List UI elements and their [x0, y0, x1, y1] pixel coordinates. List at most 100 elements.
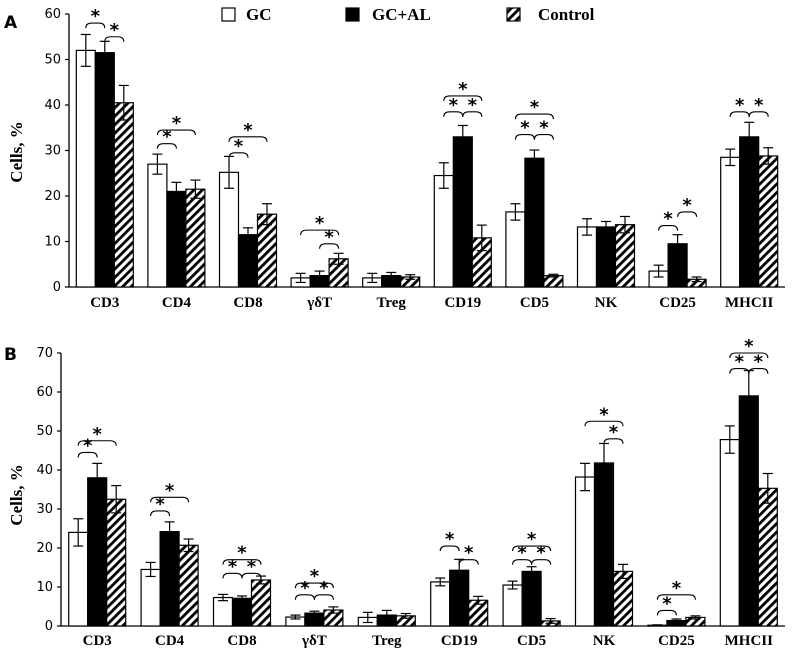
significance-star: *	[155, 494, 165, 515]
error-bar-control-cd8	[262, 203, 272, 226]
significance-star: *	[324, 227, 334, 248]
bar-gc-nk	[576, 226, 598, 288]
error-bar-control-mhcii	[763, 147, 774, 165]
error-bar-control-cd25	[690, 615, 701, 620]
significance-star: *	[83, 435, 93, 456]
significance-line	[443, 111, 464, 117]
y-tick-label: 60	[44, 7, 61, 22]
panel-label-a: A	[4, 13, 18, 33]
significance-line	[531, 559, 552, 565]
error-bar-gc-cd8	[218, 593, 228, 602]
significance-star: *	[599, 404, 609, 425]
category-label-cd3: CD3	[83, 633, 112, 649]
error-bar-control-gdt	[333, 252, 344, 265]
significance-star: *	[662, 593, 672, 614]
error-bar-control-mhcii	[762, 472, 773, 504]
y-tick-label: 30	[44, 144, 61, 159]
bar-control-nk	[612, 570, 634, 627]
significance-bracket: *	[512, 529, 552, 552]
significance-line	[514, 134, 535, 140]
legend-item-gc: GC	[221, 5, 272, 24]
bar-gc-al-mhcii	[739, 136, 760, 288]
significance-bracket: *	[443, 95, 464, 117]
error-bar-gc-al-cd25	[671, 618, 682, 623]
y-tick-label: 50	[36, 424, 53, 439]
significance-line	[77, 440, 117, 446]
significance-star: *	[315, 213, 325, 234]
significance-star: *	[663, 209, 673, 230]
legend-label-gc-al: GC+AL	[372, 5, 431, 24]
error-bar-control-cd4	[190, 179, 201, 199]
error-bar-gc-al-gdt	[309, 610, 320, 616]
significance-line	[241, 572, 262, 579]
bar-gc-al-cd3	[87, 477, 108, 627]
bar-control-nk	[614, 224, 636, 288]
significance-bracket: *	[462, 95, 483, 117]
legend-swatch-control	[506, 7, 521, 22]
significance-star: *	[110, 20, 120, 41]
bar-gc-al-cd4	[166, 190, 187, 288]
significance-bracket: *	[748, 352, 769, 374]
error-bar-gc-al-nk	[601, 220, 611, 233]
significance-line	[222, 572, 243, 579]
y-tick-label: 20	[36, 541, 53, 556]
bar-control-cd8	[250, 579, 272, 627]
category-labels-b: CD3 CD4 CD8 γδT Treg CD19 CD5 NK CD25 MHCII	[83, 633, 774, 649]
y-tick-label: 10	[44, 235, 61, 250]
error-bar-gc-al-cd4	[164, 521, 175, 542]
category-label-mhcii: MHCII	[725, 295, 773, 311]
error-bar-gc-cd19	[435, 577, 446, 587]
significance-line	[748, 368, 769, 374]
significance-line	[729, 111, 750, 117]
significance-star: *	[609, 422, 619, 443]
significance-star: *	[735, 95, 745, 116]
error-bar-control-cd5	[548, 273, 559, 278]
significance-line	[150, 496, 190, 503]
error-bar-gc-mhcii	[725, 148, 736, 167]
bar-control-mhcii	[758, 155, 779, 288]
bar-gc-al-cd3	[94, 52, 115, 288]
category-label-cd5: CD5	[520, 295, 549, 311]
significance-line	[512, 545, 552, 552]
error-bar-gc-cd5	[510, 203, 521, 221]
significance-star: *	[300, 578, 310, 599]
category-label-cd8: CD8	[227, 633, 256, 649]
significance-bracket: *	[729, 95, 750, 117]
error-bar-gc-cd19	[438, 162, 449, 189]
error-bar-gc-treg	[367, 272, 378, 284]
category-label-cd19: CD19	[441, 633, 478, 649]
error-bar-control-treg	[400, 612, 411, 619]
significance-line	[313, 594, 334, 600]
significance-bracket: *	[748, 95, 769, 117]
significance-line	[228, 136, 268, 142]
significance-star: *	[247, 556, 257, 577]
error-bar-gc-al-mhcii	[744, 121, 755, 153]
error-bar-gc-mhcii	[724, 425, 735, 454]
y-tick-label: 70	[36, 346, 53, 361]
significance-star: *	[172, 113, 182, 134]
category-label-cd4: CD4	[155, 633, 185, 649]
significance-star: *	[517, 543, 527, 564]
bar-control-cd3	[113, 102, 134, 288]
bar-control-cd3	[106, 498, 127, 627]
significance-bracket: *	[313, 578, 334, 600]
error-bar-gc-al-cd25	[672, 234, 683, 254]
category-label-cd25: CD25	[659, 295, 696, 311]
significance-star: *	[243, 120, 253, 141]
error-bar-control-cd25	[691, 276, 702, 283]
significance-star: *	[319, 578, 329, 599]
error-bar-gc-nk	[580, 462, 590, 492]
significance-bracket: *	[294, 566, 334, 589]
bar-gc-cd8	[218, 171, 240, 288]
error-bar-control-treg	[405, 274, 416, 280]
bar-gc-cd19	[430, 581, 451, 627]
category-label-cd8: CD8	[233, 295, 262, 311]
legend-swatch-gc	[221, 7, 236, 22]
significance-line	[458, 559, 479, 565]
significance-bracket: *	[729, 336, 769, 359]
y-tick-label: 40	[44, 98, 61, 113]
significance-bracket: *	[156, 113, 196, 136]
significance-bracket: *	[222, 543, 262, 565]
significance-bracket: *	[458, 543, 479, 565]
